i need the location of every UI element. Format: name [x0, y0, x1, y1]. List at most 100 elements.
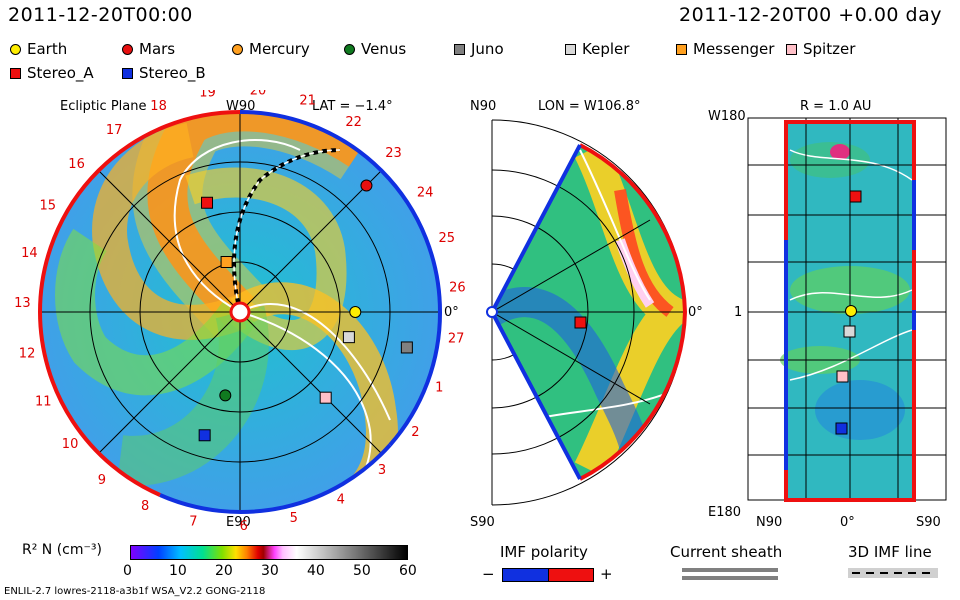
sector-number: 16: [68, 157, 85, 172]
stereo-a-legend-marker: [10, 67, 21, 79]
current-sheath-label: Current sheath: [670, 543, 783, 561]
legend-label: Kepler: [582, 40, 630, 58]
polarity-positive-swatch: [548, 568, 594, 582]
sector-number: 23: [385, 146, 402, 161]
sun-marker: [229, 301, 251, 323]
imf-line-swatch: [848, 568, 938, 578]
polarity-plus: +: [600, 565, 613, 583]
ecliptic-plane-panel: Ecliptic Plane LAT = −1.4° W90 E90 0°: [14, 90, 466, 530]
mars-marker: [360, 179, 373, 192]
venus-marker: [219, 389, 232, 402]
spitzer-marker: [319, 391, 332, 404]
legend-label: Messenger: [693, 40, 775, 58]
ecliptic-title: Ecliptic Plane: [60, 99, 146, 114]
legend-label: Earth: [27, 40, 68, 58]
current-sheath-line: [579, 149, 651, 301]
e90-label: E90: [226, 515, 251, 530]
sector-number: 5: [290, 511, 298, 526]
sector-number: 11: [35, 394, 52, 409]
legend-item: Earth: [10, 40, 67, 58]
legend-label: Venus: [361, 40, 407, 58]
mercury-legend-marker: [232, 43, 243, 55]
earth-marker: [845, 305, 857, 317]
colorbar-tick-label: 50: [353, 563, 371, 579]
ecliptic-0deg-label: 0°: [444, 305, 459, 320]
model-footer: ENLIL-2.7 lowres-2118-a3b1f WSA_V2.2 GON…: [4, 586, 266, 597]
meridional-panel: N90 LON = W106.8° S90 0°: [470, 99, 703, 530]
density-arm: [185, 167, 347, 350]
lon-label: LON = W106.8°: [538, 99, 640, 114]
e180-label: E180: [708, 505, 741, 520]
radial-mid-label: 1: [734, 305, 742, 320]
stereo-b-legend-marker: [122, 67, 133, 79]
sector-number: 20: [250, 90, 267, 99]
messenger-marker: [220, 255, 233, 268]
legend-label: Stereo_B: [139, 64, 206, 82]
current-sheath-line: [239, 303, 391, 421]
kepler-marker: [843, 325, 856, 338]
stereo-b-marker: [198, 429, 211, 442]
kepler-legend-marker: [565, 43, 576, 55]
juno-legend-marker: [454, 43, 465, 55]
legend-label: Mars: [139, 40, 176, 58]
polarity-arc-positive: [37, 110, 241, 497]
sector-number: 2: [411, 425, 419, 440]
spitzer-legend-marker: [786, 43, 797, 55]
colorbar-tick-label: 0: [123, 563, 132, 579]
w180-label: W180: [708, 109, 746, 124]
sector-number: 27: [448, 331, 465, 346]
current-sheath-swatch: [682, 568, 778, 572]
density-arm: [116, 305, 269, 486]
ecliptic-bodies: [198, 179, 413, 442]
colorbar-tick-label: 30: [261, 563, 279, 579]
sector-number: 3: [378, 463, 386, 478]
stereo-a-marker: [849, 190, 862, 203]
sector-number: 14: [21, 246, 38, 261]
sector-number: 19: [199, 90, 216, 101]
sector-number: 26: [449, 281, 466, 296]
current-sheath-swatch: [682, 576, 778, 580]
s90-label: S90: [470, 515, 495, 530]
venus-legend-marker: [344, 43, 355, 55]
polarity-arc-negative: [239, 110, 443, 447]
earth-marker: [349, 306, 362, 318]
sector-number: 24: [417, 186, 434, 201]
legend-item: Stereo_B: [122, 64, 206, 82]
sector-number: 8: [141, 499, 149, 514]
density-peak: [830, 144, 850, 160]
legend-label: Spitzer: [803, 40, 856, 58]
density-arm: [92, 122, 247, 340]
polarity-negative-swatch: [502, 568, 550, 582]
sector-number: 21: [299, 94, 316, 109]
wedge-edge-negative: [490, 144, 582, 313]
sector-number: 25: [439, 231, 456, 246]
density-blob: [815, 380, 905, 440]
messenger-legend-marker: [676, 43, 687, 55]
imf-polarity-label: IMF polarity: [500, 543, 588, 561]
legend-item: Spitzer: [786, 40, 855, 58]
imf-line-white: [233, 149, 341, 313]
legend-item: Mercury: [232, 40, 310, 58]
colorbar-tick-label: 60: [399, 563, 417, 579]
colorbar-tick-label: 20: [215, 563, 233, 579]
datetime-left: 2011-12-20T00:00: [8, 4, 193, 26]
colorbar: [130, 545, 408, 560]
current-sheath-line: [173, 139, 301, 313]
sector-number: 10: [62, 437, 79, 452]
legend-label: Stereo_A: [27, 64, 94, 82]
meridional-0deg-label: 0°: [688, 305, 703, 320]
colorbar-label: R² N (cm⁻³): [22, 542, 102, 558]
kepler-marker: [342, 331, 355, 344]
sector-number: 6: [240, 519, 248, 530]
wedge-edge-negative: [490, 311, 582, 480]
polarity-arc-negative: [159, 443, 392, 514]
sector-number: 1: [435, 380, 443, 395]
stereo-b-marker: [835, 422, 848, 435]
sector-number: 4: [337, 492, 345, 507]
polarity-minus: −: [482, 565, 495, 583]
sun-marker: [486, 306, 498, 318]
radial-title: R = 1.0 AU: [800, 99, 871, 114]
polarity-arc-positive: [579, 143, 688, 481]
legend-item: Messenger: [676, 40, 774, 58]
n90-x-label: N90: [756, 515, 782, 530]
